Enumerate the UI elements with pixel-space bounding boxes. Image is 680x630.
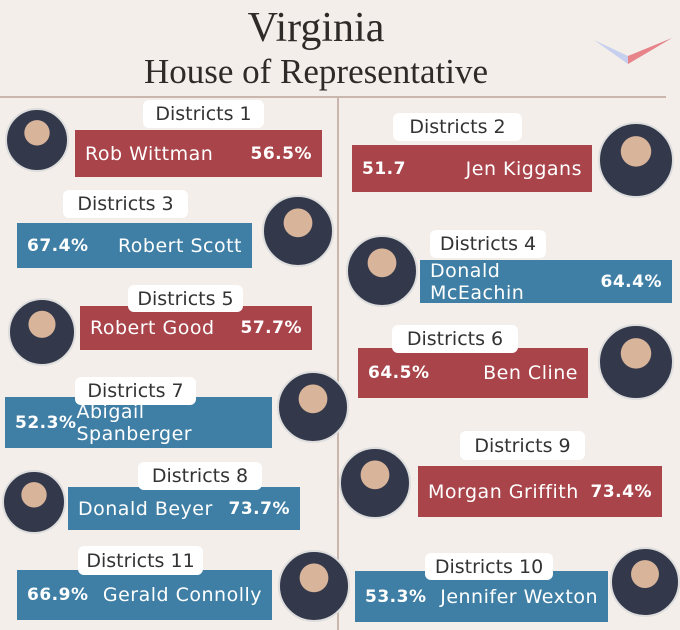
- candidate-name: Rob Wittman: [85, 142, 214, 165]
- result-bar: Robert Good 57.7%: [80, 306, 312, 350]
- candidate-name: Robert Scott: [117, 234, 242, 257]
- district-label: Districts 9: [460, 431, 585, 460]
- candidate-name: Robert Good: [90, 317, 215, 339]
- district-label: Districts 11: [78, 546, 203, 575]
- district-label: Districts 3: [63, 190, 188, 218]
- candidate-name: Gerald Connolly: [102, 584, 262, 606]
- photo: [598, 122, 674, 198]
- photo: [339, 447, 411, 519]
- vote-percent: 52.3%: [15, 412, 77, 433]
- candidate-name: Donald Beyer: [78, 497, 213, 520]
- candidate-name: Ben Cline: [483, 362, 578, 384]
- photo: [5, 108, 69, 172]
- photo: [277, 371, 349, 443]
- district-label: Districts 1: [143, 100, 264, 128]
- candidate-name: Jennifer Wexton: [440, 585, 598, 608]
- title: Virginia: [247, 5, 385, 51]
- vote-percent: 66.9%: [27, 585, 89, 605]
- vote-percent: 56.5%: [250, 143, 312, 164]
- district-label: Districts 4: [430, 230, 546, 258]
- divider: [337, 96, 339, 630]
- result-bar: Morgan Griffith 73.4%: [418, 466, 662, 517]
- photo: [262, 195, 334, 267]
- result-bar: 52.3% Abigail Spanberger: [5, 397, 272, 448]
- district-label: Districts 5: [128, 285, 243, 312]
- divider: [0, 96, 666, 98]
- district-label: Districts 10: [425, 553, 553, 580]
- vote-percent: 64.5%: [368, 363, 430, 383]
- result-bar: 64.5% Ben Cline: [358, 348, 588, 398]
- photo: [598, 324, 674, 400]
- vote-percent: 73.4%: [590, 481, 652, 502]
- vote-percent: 73.7%: [228, 498, 290, 519]
- result-bar: Rob Wittman 56.5%: [75, 130, 322, 177]
- result-bar: 66.9% Gerald Connolly: [17, 570, 272, 620]
- vote-percent: 51.7: [362, 158, 406, 179]
- logo: [594, 38, 672, 64]
- logo-mark: [628, 38, 672, 64]
- district-label: Districts 6: [392, 325, 518, 353]
- result-bar: Donald Beyer 73.7%: [68, 487, 300, 530]
- result-bar: 51.7 Jen Kiggans: [352, 145, 592, 192]
- photo: [610, 547, 680, 617]
- photo: [2, 470, 66, 534]
- vote-percent: 64.4%: [600, 271, 662, 292]
- vote-percent: 57.7%: [240, 318, 302, 338]
- photo: [278, 550, 350, 622]
- district-label: Districts 7: [75, 377, 196, 405]
- candidate-name: Donald McEachin: [430, 259, 525, 304]
- district-label: Districts 2: [393, 113, 522, 141]
- result-bar: 67.4% Robert Scott: [17, 223, 252, 268]
- result-bar: Donald McEachin 64.4%: [420, 259, 672, 304]
- photo: [346, 235, 418, 307]
- district-label: Districts 8: [138, 462, 262, 490]
- vote-percent: 67.4%: [27, 235, 89, 256]
- photo: [8, 298, 76, 366]
- candidate-name: Morgan Griffith: [428, 480, 579, 503]
- vote-percent: 53.3%: [365, 586, 427, 607]
- candidate-name: Jen Kiggans: [465, 157, 582, 180]
- candidate-name: Abigail Spanberger: [76, 400, 193, 445]
- subtitle: House of Representative: [143, 52, 489, 91]
